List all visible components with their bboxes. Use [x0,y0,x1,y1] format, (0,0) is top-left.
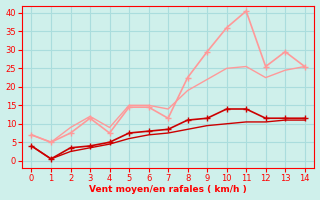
X-axis label: Vent moyen/en rafales ( km/h ): Vent moyen/en rafales ( km/h ) [89,185,247,194]
